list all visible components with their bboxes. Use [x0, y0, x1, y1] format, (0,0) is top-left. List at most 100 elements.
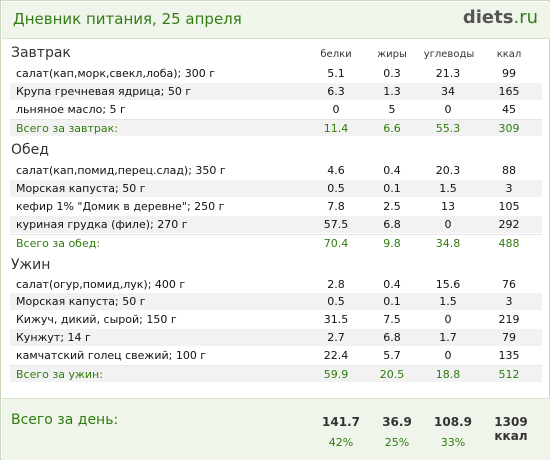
protein-total: 70.4 — [323, 237, 349, 250]
protein-value: 7.8 — [327, 200, 345, 213]
day-kcal-value: 1309 ккал — [494, 415, 528, 443]
kcal-value: 3 — [505, 295, 513, 308]
food-row: куриная грудка (филе); 270 г 57.5 6.8 0 … — [10, 216, 542, 233]
fat-value: 1.3 — [383, 85, 401, 98]
fat-value: 0.1 — [383, 295, 401, 308]
carbs-value: 1.5 — [439, 182, 457, 195]
food-row: Морская капуста; 50 г 0.5 0.1 1.5 3 — [10, 293, 542, 310]
meal-total-label: Всего за завтрак: — [16, 122, 119, 135]
food-row: Морская капуста; 50 г 0.5 0.1 1.5 3 — [10, 180, 542, 197]
protein-value: 5.1 — [327, 67, 345, 80]
food-row: Кижуч, дикий, сырой; 150 г 31.5 7.5 0 21… — [10, 311, 542, 328]
fat-value: 0.3 — [383, 67, 401, 80]
carbs-value: 0 — [444, 218, 452, 231]
protein-total: 11.4 — [323, 122, 349, 135]
protein-value: 0.5 — [327, 182, 345, 195]
food-row: Крупа гречневая ядрица; 50 г 6.3 1.3 34 … — [10, 83, 542, 100]
protein-value: 2.8 — [327, 278, 345, 291]
protein-value: 2.7 — [327, 331, 345, 344]
food-row: салат(огур,помид,лук); 400 г 2.8 0.4 15.… — [10, 276, 542, 293]
kcal-total: 512 — [498, 368, 520, 381]
kcal-value: 219 — [498, 313, 520, 326]
carbs-value: 0 — [444, 349, 452, 362]
day-total-label: Всего за день: — [11, 412, 119, 428]
fat-value: 7.5 — [383, 313, 401, 326]
carbs-value: 21.3 — [435, 67, 461, 80]
food-name: кефир 1% "Домик в деревне"; 250 г — [16, 200, 225, 213]
day-fat-percent: 25% — [384, 436, 410, 449]
kcal-value: 292 — [498, 218, 520, 231]
carbs-value: 0 — [444, 103, 452, 116]
fat-value: 6.8 — [383, 331, 401, 344]
fat-value: 0.1 — [383, 182, 401, 195]
protein-value: 6.3 — [327, 85, 345, 98]
carbs-value: 15.6 — [435, 278, 461, 291]
food-row: кефир 1% "Домик в деревне"; 250 г 7.8 2.… — [10, 198, 542, 215]
carbs-value: 1.7 — [439, 331, 457, 344]
carbs-value: 0 — [444, 313, 452, 326]
logo-main: diets — [462, 7, 514, 28]
carbs-total: 34.8 — [435, 237, 461, 250]
page-title: Дневник питания, 25 апреля — [13, 10, 242, 28]
kcal-value: 3 — [505, 182, 513, 195]
meal-total-row: Всего за обед: 70.4 9.8 34.8 488 — [10, 234, 542, 251]
meal-total-label: Всего за ужин: — [16, 368, 103, 381]
food-name: салат(кап,морк,свекл,лоба); 300 г — [16, 67, 216, 80]
fat-total: 6.6 — [383, 122, 401, 135]
food-row: салат(кап,морк,свекл,лоба); 300 г 5.1 0.… — [10, 65, 542, 82]
protein-value: 0.5 — [327, 295, 345, 308]
protein-value: 22.4 — [323, 349, 349, 362]
protein-value: 57.5 — [323, 218, 349, 231]
protein-value: 31.5 — [323, 313, 349, 326]
column-header-kcal: ккал — [496, 49, 522, 60]
food-name: куриная грудка (филе); 270 г — [16, 218, 188, 231]
fat-value: 6.8 — [383, 218, 401, 231]
protein-value: 4.6 — [327, 164, 345, 177]
protein-value: 0 — [332, 103, 340, 116]
fat-total: 9.8 — [383, 237, 401, 250]
food-name: Кунжут; 14 г — [16, 331, 91, 344]
meal-total-row: Всего за завтрак: 11.4 6.6 55.3 309 — [10, 119, 542, 136]
carbs-value: 13 — [441, 200, 455, 213]
kcal-value: 99 — [502, 67, 516, 80]
food-name: салат(огур,помид,лук); 400 г — [16, 278, 186, 291]
carbs-total: 55.3 — [435, 122, 461, 135]
fat-value: 0.4 — [383, 164, 401, 177]
food-name: Морская капуста; 50 г — [16, 182, 146, 195]
fat-value: 2.5 — [383, 200, 401, 213]
day-carbs-percent: 33% — [440, 436, 466, 449]
day-protein-percent: 42% — [328, 436, 354, 449]
protein-total: 59.9 — [323, 368, 349, 381]
kcal-value: 165 — [498, 85, 520, 98]
meal-total-row: Всего за ужин: 59.9 20.5 18.8 512 — [10, 365, 542, 382]
fat-total: 20.5 — [379, 368, 405, 381]
fat-value: 5.7 — [383, 349, 401, 362]
food-name: Морская капуста; 50 г — [16, 295, 146, 308]
kcal-value: 105 — [498, 200, 520, 213]
meal-title-dinner: Ужин — [11, 257, 51, 273]
logo-suffix: .ru — [513, 7, 538, 28]
meal-title-lunch: Обед — [11, 142, 49, 158]
food-row: салат(кап,помид,перец.слад); 350 г 4.6 0… — [10, 162, 542, 179]
kcal-value: 135 — [498, 349, 520, 362]
food-row: льняное масло; 5 г 0 5 0 45 — [10, 101, 542, 118]
column-header-protein: белки — [320, 49, 352, 60]
site-logo[interactable]: diets.ru — [463, 7, 538, 28]
food-name: камчатский голец свежий; 100 г — [16, 349, 207, 362]
kcal-total: 309 — [498, 122, 520, 135]
carbs-value: 20.3 — [435, 164, 461, 177]
fat-value: 5 — [388, 103, 396, 116]
food-name: льняное масло; 5 г — [16, 103, 126, 116]
header: Дневник питания, 25 апреля diets.ru — [2, 2, 550, 39]
carbs-total: 18.8 — [435, 368, 461, 381]
day-fat-value: 36.9 — [382, 415, 412, 429]
food-row: Кунжут; 14 г 2.7 6.8 1.7 79 — [10, 329, 542, 346]
day-protein-value: 141.7 — [322, 415, 360, 429]
food-name: Кижуч, дикий, сырой; 150 г — [16, 313, 177, 326]
column-header-carbs: углеводы — [423, 49, 475, 60]
meal-total-label: Всего за обед: — [16, 237, 101, 250]
food-name: Крупа гречневая ядрица; 50 г — [16, 85, 192, 98]
fat-value: 0.4 — [383, 278, 401, 291]
kcal-value: 76 — [502, 278, 516, 291]
food-name: салат(кап,помид,перец.слад); 350 г — [16, 164, 226, 177]
